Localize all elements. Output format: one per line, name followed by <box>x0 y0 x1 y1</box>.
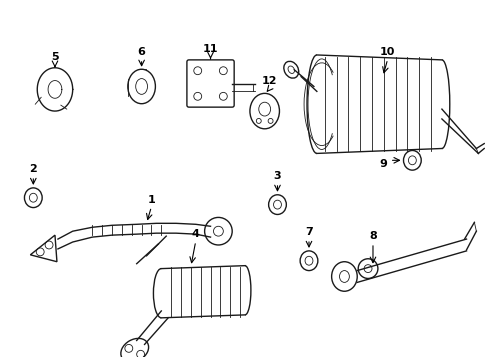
Text: 10: 10 <box>379 47 395 57</box>
Text: 9: 9 <box>378 159 386 169</box>
Text: 6: 6 <box>138 47 145 57</box>
Text: 5: 5 <box>51 52 59 62</box>
Text: 11: 11 <box>203 44 218 54</box>
Text: 8: 8 <box>368 231 376 241</box>
Text: 2: 2 <box>29 164 37 174</box>
Text: 7: 7 <box>305 227 312 237</box>
Text: 4: 4 <box>191 229 199 239</box>
Text: 3: 3 <box>273 171 281 181</box>
Text: 12: 12 <box>261 76 277 86</box>
Text: 1: 1 <box>147 195 155 204</box>
